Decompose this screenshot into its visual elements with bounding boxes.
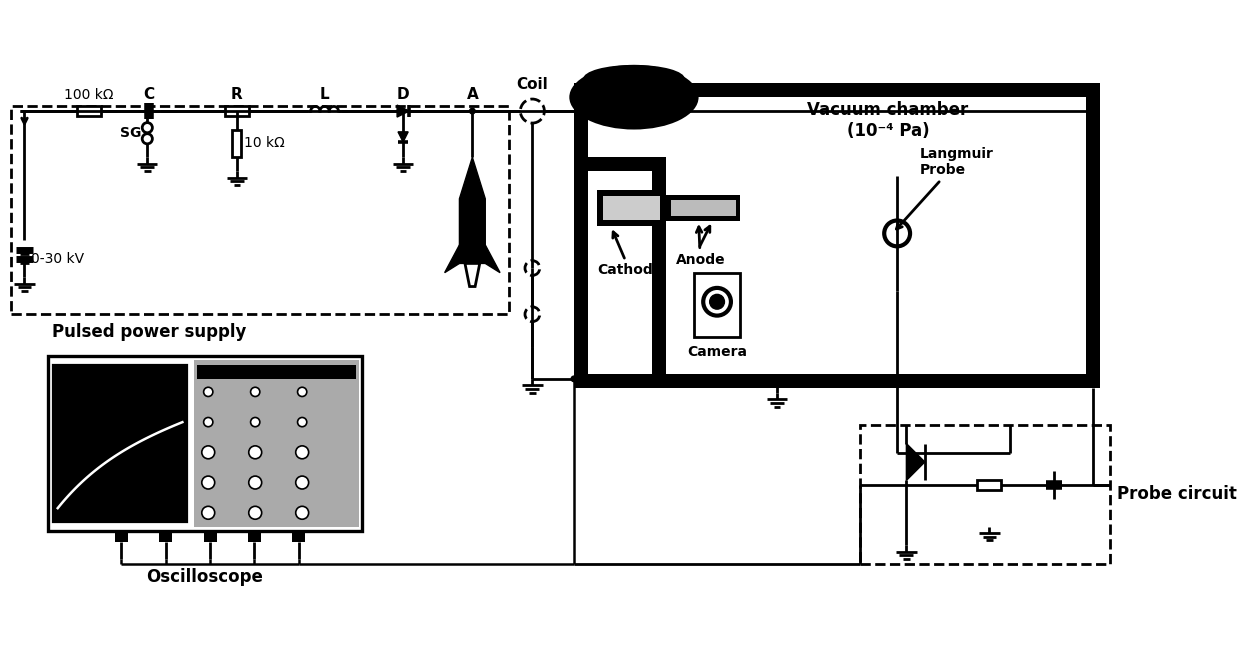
Polygon shape bbox=[1086, 97, 1100, 388]
Ellipse shape bbox=[583, 65, 684, 93]
Polygon shape bbox=[203, 531, 217, 542]
Polygon shape bbox=[671, 200, 735, 216]
Text: Langmuir
Probe: Langmuir Probe bbox=[897, 147, 994, 229]
Text: 100 kΩ: 100 kΩ bbox=[64, 88, 114, 102]
Polygon shape bbox=[248, 531, 260, 542]
Circle shape bbox=[203, 417, 213, 427]
Circle shape bbox=[295, 476, 309, 489]
Polygon shape bbox=[293, 531, 305, 542]
Circle shape bbox=[295, 446, 309, 459]
Polygon shape bbox=[604, 196, 660, 220]
Polygon shape bbox=[197, 365, 356, 379]
Circle shape bbox=[249, 446, 262, 459]
Polygon shape bbox=[159, 531, 172, 542]
Polygon shape bbox=[398, 132, 408, 142]
Bar bbox=[47, 356, 362, 531]
Ellipse shape bbox=[569, 65, 698, 130]
Bar bbox=[224, 107, 249, 116]
Text: Anode: Anode bbox=[676, 227, 725, 267]
Circle shape bbox=[709, 294, 724, 309]
Circle shape bbox=[249, 476, 262, 489]
Polygon shape bbox=[460, 157, 485, 263]
Bar bbox=[694, 272, 740, 338]
Polygon shape bbox=[588, 157, 666, 171]
Polygon shape bbox=[485, 245, 500, 272]
Polygon shape bbox=[53, 365, 187, 522]
Polygon shape bbox=[465, 263, 480, 286]
Bar bbox=[77, 107, 102, 116]
Bar bbox=[53, 365, 187, 522]
Text: Oscilloscope: Oscilloscope bbox=[146, 568, 263, 586]
Circle shape bbox=[295, 506, 309, 519]
Text: Camera: Camera bbox=[687, 345, 746, 359]
Bar bbox=[861, 425, 1110, 563]
Circle shape bbox=[298, 388, 306, 397]
Polygon shape bbox=[604, 196, 660, 220]
Polygon shape bbox=[195, 361, 358, 526]
Text: L: L bbox=[320, 87, 330, 102]
Polygon shape bbox=[652, 171, 666, 374]
Polygon shape bbox=[574, 84, 1100, 97]
Text: C: C bbox=[144, 87, 155, 102]
Polygon shape bbox=[596, 190, 666, 226]
Polygon shape bbox=[47, 356, 362, 531]
Circle shape bbox=[250, 388, 260, 397]
Bar bbox=[11, 107, 510, 315]
Polygon shape bbox=[671, 200, 735, 216]
Circle shape bbox=[572, 376, 577, 382]
Text: R: R bbox=[231, 87, 243, 102]
Text: 10 kΩ: 10 kΩ bbox=[244, 136, 285, 151]
Text: Probe circuit: Probe circuit bbox=[1117, 486, 1236, 503]
Circle shape bbox=[202, 446, 215, 459]
Text: 0-30 kV: 0-30 kV bbox=[31, 252, 84, 266]
Polygon shape bbox=[906, 443, 925, 480]
Circle shape bbox=[250, 417, 260, 427]
Polygon shape bbox=[397, 105, 409, 117]
Text: Vacuum chamber
(10⁻⁴ Pa): Vacuum chamber (10⁻⁴ Pa) bbox=[807, 101, 968, 139]
Polygon shape bbox=[574, 374, 1100, 388]
Polygon shape bbox=[115, 531, 128, 542]
Circle shape bbox=[298, 417, 306, 427]
Bar bbox=[232, 130, 242, 157]
Text: Coil: Coil bbox=[517, 77, 548, 91]
Circle shape bbox=[203, 388, 213, 397]
Text: Cathode: Cathode bbox=[596, 232, 662, 278]
Circle shape bbox=[202, 476, 215, 489]
Bar bbox=[977, 480, 1002, 490]
Polygon shape bbox=[574, 97, 588, 388]
Circle shape bbox=[202, 506, 215, 519]
Text: Pulsed power supply: Pulsed power supply bbox=[52, 324, 247, 342]
Polygon shape bbox=[445, 245, 460, 272]
Text: A: A bbox=[466, 87, 479, 102]
Circle shape bbox=[249, 506, 262, 519]
Polygon shape bbox=[666, 195, 740, 221]
Text: D: D bbox=[397, 87, 409, 102]
Text: SG: SG bbox=[120, 126, 141, 140]
Circle shape bbox=[470, 109, 475, 114]
